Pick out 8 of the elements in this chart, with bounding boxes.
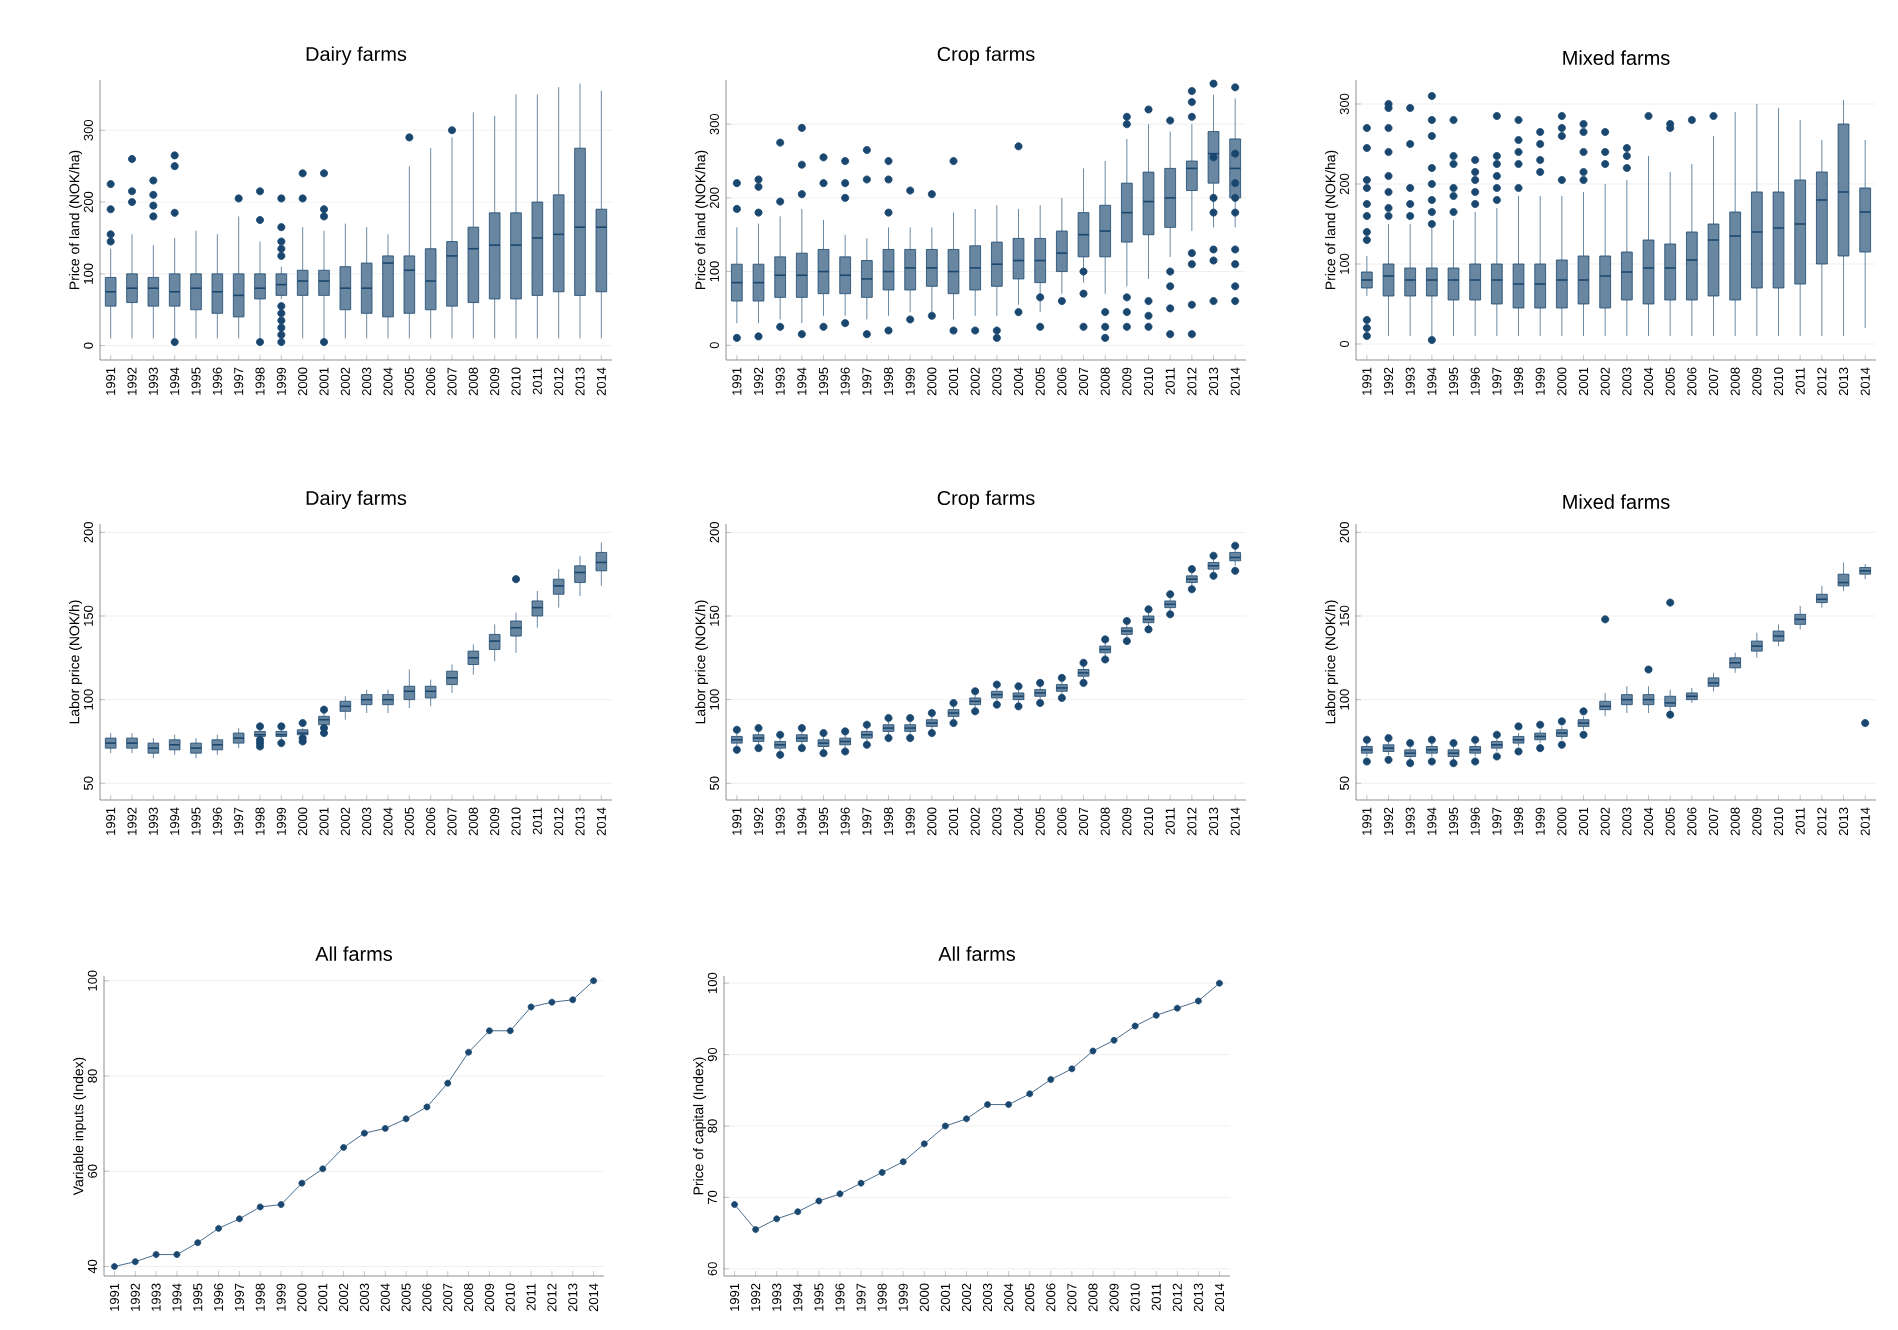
chart-title: Crop farms — [937, 46, 1035, 65]
chart-title: Dairy farms — [306, 46, 407, 65]
chart-title: All farms — [315, 946, 393, 961]
chart-title: Dairy farms — [306, 490, 407, 509]
chart-title: Mixed farms — [1563, 494, 1670, 509]
chart-title: All farms — [938, 946, 1016, 961]
chart-title: Crop farms — [937, 490, 1035, 509]
chart-title: Mixed farms — [1563, 50, 1670, 65]
